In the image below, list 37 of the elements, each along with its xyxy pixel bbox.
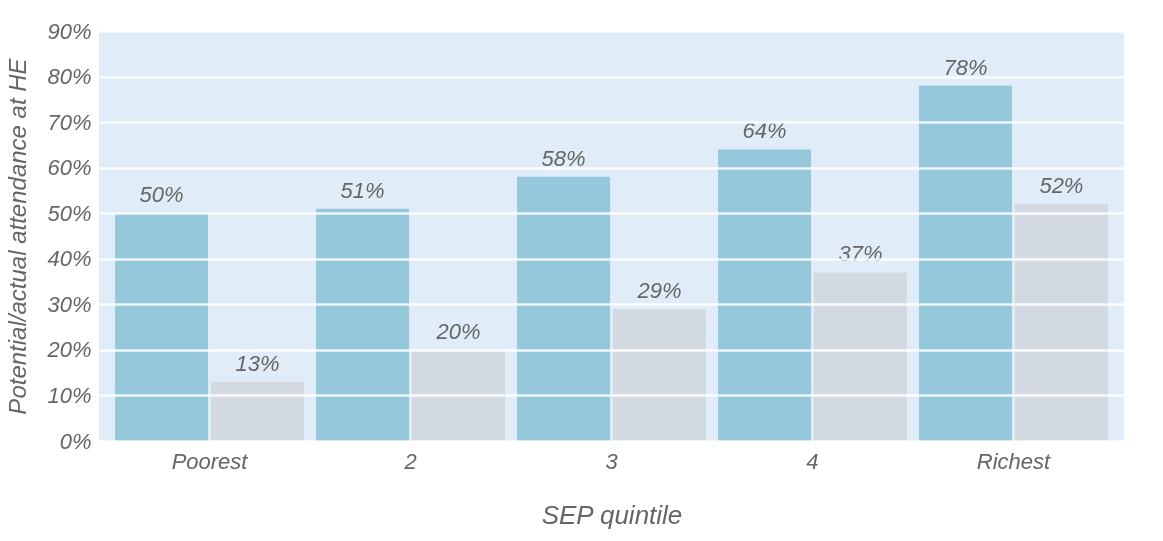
data-label: 37% [838, 241, 883, 267]
x-tick-label: Richest [976, 448, 1052, 474]
y-tick-label: 50% [47, 200, 92, 226]
bar [1014, 204, 1108, 441]
data-label: 64% [742, 118, 787, 144]
data-label: 52% [1039, 173, 1084, 199]
y-tick-label: 20% [46, 337, 92, 363]
data-label: 78% [943, 54, 988, 80]
x-axis-title: SEP quintile [541, 499, 683, 530]
bar [411, 349, 505, 441]
bar [612, 308, 706, 441]
bar [517, 176, 611, 441]
bar [718, 149, 812, 441]
x-tick-label: Poorest [171, 448, 249, 474]
y-tick-label: 40% [47, 246, 92, 272]
bar [115, 213, 209, 441]
bar [813, 272, 907, 441]
bar [316, 208, 410, 441]
y-tick-label: 0% [59, 428, 92, 454]
data-label: 29% [636, 277, 682, 303]
y-tick-label: 80% [47, 64, 92, 90]
y-tick-label: 30% [47, 291, 92, 317]
bar [919, 85, 1013, 441]
bar [210, 381, 304, 441]
x-tick-label: 4 [806, 448, 819, 474]
y-tick-label: 60% [47, 155, 92, 181]
data-label: 20% [435, 318, 481, 344]
data-label: 50% [139, 182, 184, 208]
x-tick-label: 2 [403, 448, 417, 474]
data-label: 51% [340, 177, 385, 203]
x-tick-label: 3 [605, 448, 619, 474]
data-label: 13% [235, 350, 280, 376]
y-axis-title: Potential/actual attendance at HE [4, 57, 32, 415]
y-tick-label: 70% [47, 109, 92, 135]
y-tick-label: 10% [47, 382, 92, 408]
y-tick-label: 90% [47, 18, 92, 44]
data-label: 58% [541, 145, 586, 171]
